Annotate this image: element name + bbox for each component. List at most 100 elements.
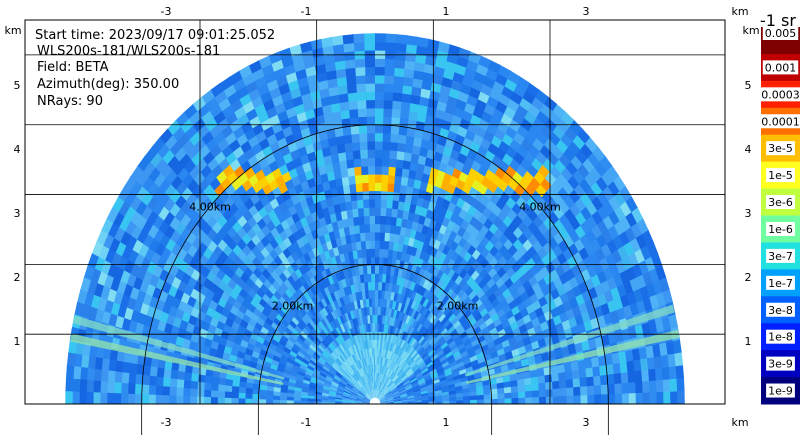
radar-cell bbox=[338, 270, 345, 281]
radar-cell bbox=[320, 339, 329, 349]
radar-cell bbox=[379, 382, 383, 391]
radar-cell bbox=[406, 324, 413, 335]
radar-cell bbox=[374, 322, 378, 332]
radar-cell bbox=[393, 353, 399, 363]
radar-cell bbox=[605, 362, 615, 375]
radar-cell bbox=[371, 289, 375, 299]
radar-cell bbox=[392, 308, 398, 319]
radar-cell bbox=[125, 235, 138, 251]
radar-cell bbox=[400, 398, 409, 401]
radar-cell bbox=[332, 118, 343, 130]
radar-cell bbox=[335, 394, 343, 398]
radar-cell bbox=[293, 393, 302, 399]
radar-cell bbox=[359, 315, 364, 326]
radar-cell bbox=[238, 93, 252, 108]
radar-cell bbox=[393, 266, 400, 277]
radar-cell bbox=[496, 64, 511, 79]
radar-cell bbox=[422, 328, 430, 338]
radar-cell bbox=[331, 339, 338, 349]
radar-cell bbox=[423, 355, 432, 364]
radar-cell bbox=[293, 357, 302, 365]
radar-cell bbox=[349, 191, 358, 202]
radar-cell bbox=[384, 281, 390, 292]
radar-cell bbox=[366, 392, 372, 400]
radar-cell bbox=[169, 378, 178, 389]
radar-cell bbox=[292, 360, 301, 368]
radar-cell bbox=[293, 340, 302, 349]
radar-cell bbox=[351, 149, 361, 160]
radar-cell bbox=[354, 361, 360, 370]
radar-cell bbox=[357, 359, 362, 369]
radar-cell bbox=[346, 347, 352, 357]
radar-cell bbox=[418, 379, 426, 385]
radar-cell bbox=[345, 384, 353, 390]
radar-cell bbox=[272, 334, 281, 344]
radar-cell bbox=[485, 95, 499, 109]
radar-cell bbox=[522, 370, 532, 379]
radar-cell bbox=[362, 357, 366, 367]
field-name: Field: BETA bbox=[37, 60, 109, 75]
radar-cell bbox=[362, 400, 370, 403]
radar-cell bbox=[433, 108, 446, 120]
radar-cell bbox=[391, 325, 396, 336]
colorbar-label-bg bbox=[766, 356, 795, 371]
radar-cell bbox=[369, 390, 373, 399]
radar-cell bbox=[439, 378, 448, 385]
radar-cell bbox=[476, 90, 490, 104]
radar-cell bbox=[286, 323, 295, 333]
radar-cell bbox=[377, 306, 381, 316]
radar-cell bbox=[123, 205, 136, 223]
radar-cell bbox=[379, 398, 387, 402]
radar-cell bbox=[334, 68, 347, 79]
radar-cell bbox=[393, 317, 399, 328]
radar-cell bbox=[374, 281, 379, 291]
radar-cell bbox=[477, 55, 491, 69]
radar-cell bbox=[363, 375, 368, 384]
radar-cell bbox=[367, 356, 371, 366]
radar-cell bbox=[376, 380, 378, 390]
radar-cell bbox=[367, 173, 375, 183]
radar-cell bbox=[453, 306, 462, 317]
radar-cell bbox=[348, 292, 354, 303]
radar-cell bbox=[435, 364, 444, 372]
radar-cell bbox=[406, 334, 413, 344]
radar-cell bbox=[196, 389, 205, 398]
radar-cell bbox=[176, 370, 186, 381]
radar-cell bbox=[390, 343, 396, 353]
radar-cell bbox=[405, 385, 413, 391]
radar-cell bbox=[371, 380, 374, 390]
radar-cell bbox=[377, 355, 380, 365]
radar-cell bbox=[362, 402, 370, 404]
radar-cell bbox=[413, 388, 421, 393]
radar-cell bbox=[407, 346, 415, 355]
radar-cell bbox=[278, 338, 287, 348]
radar-cell bbox=[293, 313, 302, 323]
radar-cell bbox=[387, 341, 392, 351]
radar-cell bbox=[380, 190, 388, 200]
radar-cell bbox=[355, 398, 364, 401]
radar-cell bbox=[106, 263, 118, 279]
radar-cell bbox=[347, 100, 358, 111]
radar-cell bbox=[379, 240, 385, 250]
radar-cell bbox=[335, 357, 343, 366]
radar-cell bbox=[264, 106, 278, 120]
radar-cell bbox=[425, 358, 433, 366]
radar-cell bbox=[443, 318, 452, 328]
radar-cell bbox=[365, 356, 369, 366]
radar-cell bbox=[418, 335, 426, 344]
radar-cell bbox=[455, 392, 464, 398]
radar-cell bbox=[302, 251, 311, 263]
radar-cell bbox=[389, 370, 395, 379]
radar-cell bbox=[304, 335, 313, 345]
radar-cell bbox=[393, 396, 401, 400]
radar-cell bbox=[378, 391, 383, 399]
radar-cell bbox=[338, 296, 345, 307]
radar-cell bbox=[387, 400, 395, 403]
radar-cell bbox=[434, 297, 443, 308]
radar-cell bbox=[379, 207, 387, 217]
radar-cell bbox=[326, 333, 334, 343]
radar-cell bbox=[449, 343, 458, 352]
radar-cell bbox=[551, 372, 560, 382]
radar-cell bbox=[328, 331, 336, 341]
radar-cell bbox=[349, 355, 356, 364]
